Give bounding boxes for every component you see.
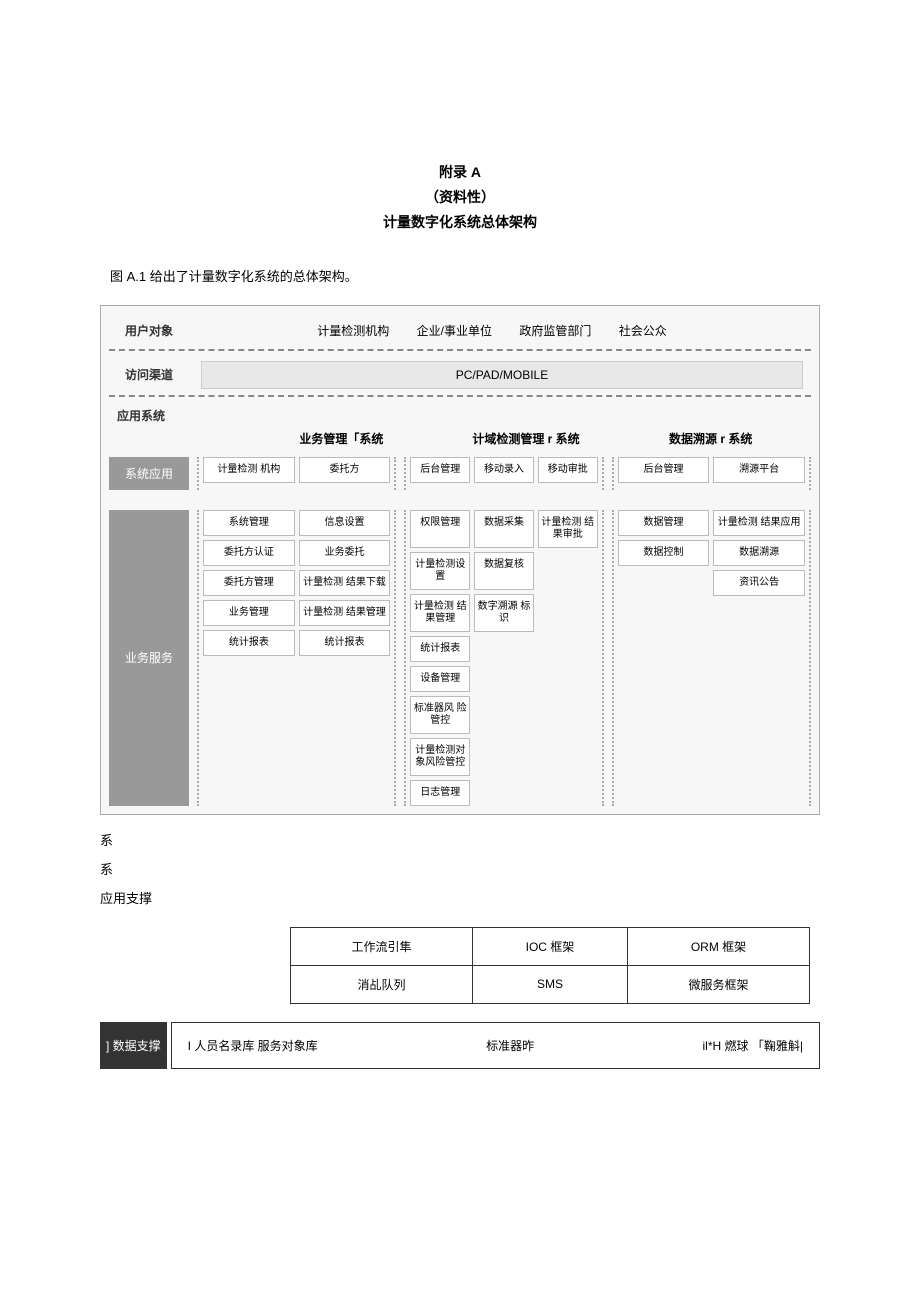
system-name: 计域检测管理 r 系统 <box>434 430 619 447</box>
cell: 数据复核 <box>474 552 534 590</box>
header-line-3: 计量数字化系统总体架构 <box>100 210 820 235</box>
table-cell: SMS <box>472 965 627 1003</box>
cell: 委托方 <box>299 457 391 483</box>
cell: 系统管理 <box>203 510 295 536</box>
cell: 移动审批 <box>538 457 598 483</box>
cell: 计量检测 结果管理 <box>299 600 391 626</box>
header-line-2: （资料性） <box>100 185 820 210</box>
systems-header: 业务管理「系统 计域检测管理 r 系统 数据溯源 r 系统 <box>109 428 811 449</box>
architecture-diagram: 用户对象 计量检测机构 企业/事业单位 政府监管部门 社会公众 访问渠道 PC/… <box>100 305 820 815</box>
cell: 业务委托 <box>299 540 391 566</box>
cell: 权限管理 <box>410 510 470 548</box>
biz-label: 业务服务 <box>109 510 189 806</box>
cell: 溯源平台 <box>713 457 805 483</box>
document-header: 附录 A （资料性） 计量数字化系统总体架构 <box>100 160 820 236</box>
text-line: 系 <box>100 859 820 878</box>
cell: 计量检测设置 <box>410 552 470 590</box>
user-item: 企业/事业单位 <box>417 324 492 338</box>
support-table: 工作流引隼 IOC 框架 ORM 框架 消乩队列 SMS 微服务框架 <box>290 927 810 1004</box>
cell: 移动录入 <box>474 457 534 483</box>
data-support-row: ] 数据支撑 I 人员名录库 服务对象库 标准器昨 il*H 燃球 「鞠雅斛| <box>100 1022 820 1069</box>
sys-app-label: 系统应用 <box>109 457 189 490</box>
separator <box>109 349 811 351</box>
biz-col3: 数据管理计量检测 结果应用数据控制数据溯源资讯公告 <box>612 510 811 806</box>
cell: 信息设置 <box>299 510 391 536</box>
cell: 计量检测 机构 <box>203 457 295 483</box>
cell: 设备管理 <box>410 666 470 692</box>
sys-app-section: 系统应用 计量检测 机构 委托方 后台管理 移动录入 移动审批 后台管理 溯源平… <box>109 457 811 490</box>
cell: 数字溯源 标识 <box>474 594 534 632</box>
cell: 数据控制 <box>618 540 710 566</box>
cell: 计量检测对 象风险管控 <box>410 738 470 776</box>
biz-section: 业务服务 系统管理信息设置委托方认证业务委托委托方管理计量检测 结果下载业务管理… <box>109 510 811 806</box>
users-label: 用户对象 <box>117 318 181 343</box>
system-name: 数据溯源 r 系统 <box>618 430 803 447</box>
cell: 数据采集 <box>474 510 534 548</box>
cell: 标准器风 险管控 <box>410 696 470 734</box>
biz-col2: 权限管理数据采集计量检测 结果审批计量检测设置数据复核计量检测 结果管理数字溯源… <box>404 510 603 806</box>
cell: 数据溯源 <box>713 540 805 566</box>
ds-item: I 人员名录库 服务对象库 <box>188 1037 318 1054</box>
cell: 统计报表 <box>299 630 391 656</box>
figure-caption: 图 A.1 给出了计量数字化系统的总体架构。 <box>110 266 820 285</box>
cell: 计量检测 结果管理 <box>410 594 470 632</box>
cell: 数据管理 <box>618 510 710 536</box>
ds-item: il*H 燃球 「鞠雅斛| <box>703 1037 803 1054</box>
data-support-label: ] 数据支撑 <box>100 1022 167 1069</box>
cell: 统计报表 <box>203 630 295 656</box>
cell: 委托方认证 <box>203 540 295 566</box>
separator <box>109 395 811 397</box>
cell: 后台管理 <box>410 457 470 483</box>
cell: 统计报表 <box>410 636 470 662</box>
header-line-1: 附录 A <box>100 160 820 185</box>
cell: 业务管理 <box>203 600 295 626</box>
system-name: 业务管理「系统 <box>249 430 434 447</box>
sys-app-col1: 计量检测 机构 委托方 <box>197 457 396 490</box>
users-list: 计量检测机构 企业/事业单位 政府监管部门 社会公众 <box>181 322 803 339</box>
channel-label: 访问渠道 <box>117 362 181 387</box>
cell: 计量检测 结果审批 <box>538 510 598 548</box>
table-cell: ORM 框架 <box>628 927 810 965</box>
ds-item: 标准器昨 <box>486 1037 534 1054</box>
cell: 后台管理 <box>618 457 710 483</box>
text-line: 应用支撑 <box>100 888 820 907</box>
sys-app-col2: 后台管理 移动录入 移动审批 <box>404 457 603 490</box>
table-cell: 消乩队列 <box>291 965 473 1003</box>
cell: 日志管理 <box>410 780 470 806</box>
channel-box: PC/PAD/MOBILE <box>201 361 803 389</box>
data-support-box: I 人员名录库 服务对象库 标准器昨 il*H 燃球 「鞠雅斛| <box>171 1022 820 1069</box>
cell: 委托方管理 <box>203 570 295 596</box>
text-line: 系 <box>100 830 820 849</box>
cell: 资讯公告 <box>713 570 805 596</box>
cell: 计量检测 结果应用 <box>713 510 805 536</box>
app-label: 应用系统 <box>109 403 811 428</box>
sys-app-col3: 后台管理 溯源平台 <box>612 457 811 490</box>
cell: 计量检测 结果下载 <box>299 570 391 596</box>
user-item: 政府监管部门 <box>519 324 591 338</box>
table-cell: 微服务框架 <box>628 965 810 1003</box>
user-item: 计量检测机构 <box>317 324 389 338</box>
biz-col1: 系统管理信息设置委托方认证业务委托委托方管理计量检测 结果下载业务管理计量检测 … <box>197 510 396 806</box>
table-cell: IOC 框架 <box>472 927 627 965</box>
user-item: 社会公众 <box>619 324 667 338</box>
table-cell: 工作流引隼 <box>291 927 473 965</box>
